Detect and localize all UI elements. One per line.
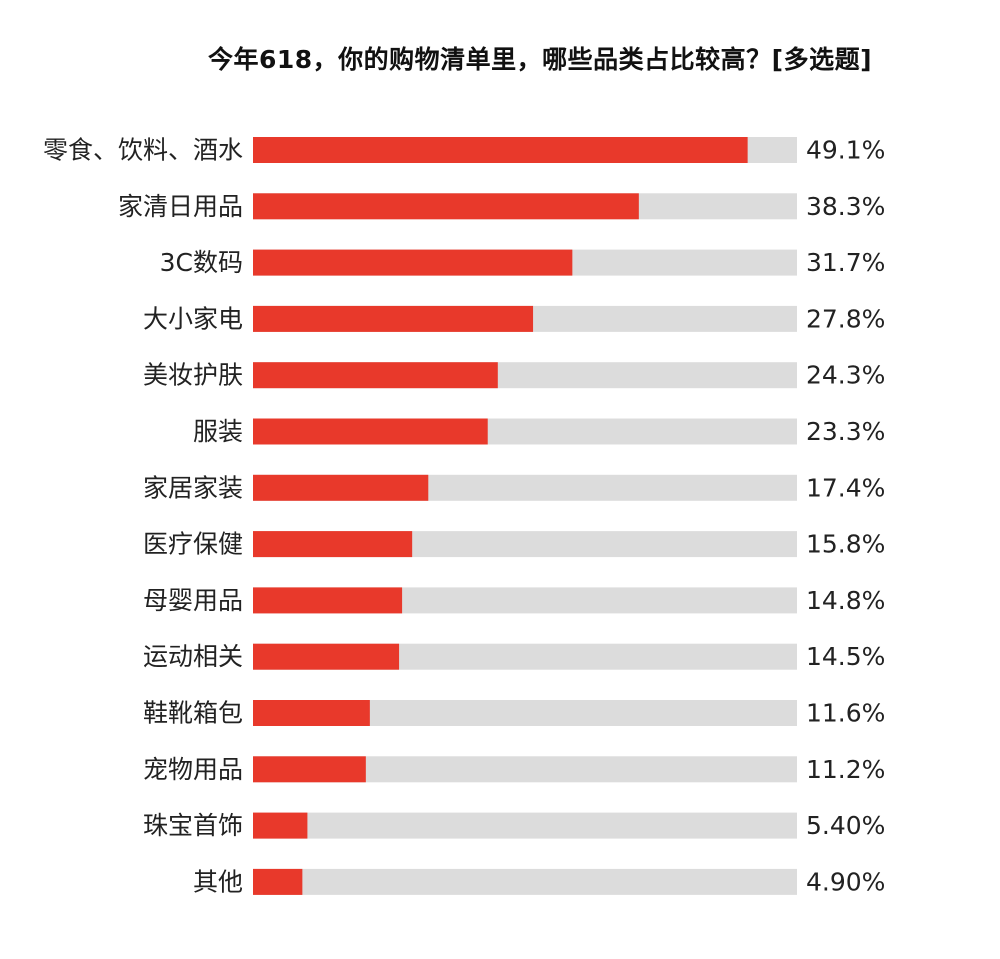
chart-title: 今年618，你的购物清单里，哪些品类占比较高？[多选题]	[207, 45, 873, 74]
bar-track	[253, 868, 797, 895]
category-label: 大小家电	[143, 304, 243, 333]
value-label: 17.4%	[806, 473, 885, 502]
value-label: 11.6%	[806, 699, 885, 728]
bar	[253, 249, 573, 276]
category-label: 医疗保健	[143, 530, 243, 559]
bar	[253, 474, 429, 501]
value-label: 27.8%	[806, 304, 885, 333]
value-label: 49.1%	[806, 136, 885, 165]
bar	[253, 305, 534, 332]
value-label: 4.90%	[806, 867, 885, 896]
bar	[253, 137, 748, 163]
bar-track	[253, 812, 797, 839]
category-label: 家清日用品	[118, 192, 243, 221]
value-label: 14.8%	[806, 586, 885, 615]
bar	[253, 812, 308, 839]
category-label: 3C数码	[160, 248, 243, 277]
category-label: 服装	[193, 417, 243, 446]
value-label: 31.7%	[806, 248, 885, 277]
bar	[253, 418, 488, 445]
category-label: 宠物用品	[143, 755, 243, 784]
value-label: 11.2%	[806, 755, 885, 784]
category-label: 鞋靴箱包	[143, 699, 243, 728]
bar	[253, 643, 400, 670]
value-label: 5.40%	[806, 811, 885, 840]
bar	[253, 362, 498, 389]
value-label: 24.3%	[806, 361, 885, 390]
bar	[253, 193, 639, 220]
value-label: 15.8%	[806, 530, 885, 559]
bar	[253, 587, 403, 614]
value-label: 14.5%	[806, 642, 885, 671]
category-label: 零食、饮料、酒水	[43, 136, 243, 165]
category-label: 其他	[193, 867, 243, 896]
category-label: 珠宝首饰	[143, 811, 243, 840]
category-label: 运动相关	[143, 642, 243, 671]
bar	[253, 531, 413, 558]
bar	[253, 756, 366, 783]
category-label: 家居家装	[143, 473, 243, 502]
bar	[253, 700, 370, 726]
category-label: 美妆护肤	[143, 361, 243, 390]
value-label: 23.3%	[806, 417, 885, 446]
category-label: 母婴用品	[143, 586, 243, 615]
value-label: 38.3%	[806, 192, 885, 221]
bar	[253, 868, 303, 895]
